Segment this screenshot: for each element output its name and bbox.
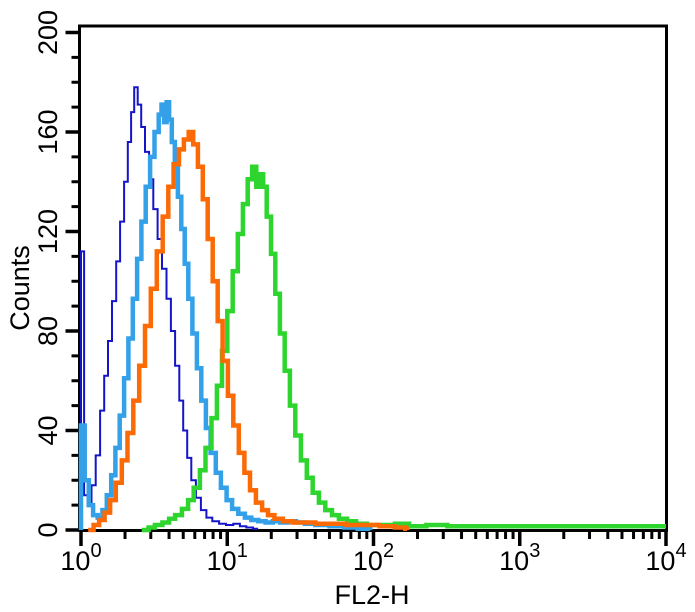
y-tick-label: 40 xyxy=(33,415,63,445)
axis-tick-labels: 0 40 80 120 160 200 100 101 102 103 104 xyxy=(33,10,687,576)
x-tick-label: 104 xyxy=(645,540,686,576)
y-tick-label: 80 xyxy=(33,316,63,346)
y-tick-label: 120 xyxy=(33,209,63,254)
x-tick-label: 103 xyxy=(499,540,540,576)
y-tick-label: 200 xyxy=(33,10,63,55)
axis-ticks xyxy=(65,30,668,546)
y-tick-label: 160 xyxy=(33,109,63,154)
y-axis-title: Counts xyxy=(5,245,35,331)
y-tick-label: 0 xyxy=(33,522,63,537)
x-axis-title: FL2-H xyxy=(334,580,409,610)
plot-frame xyxy=(78,24,668,532)
curve-orange-histogram xyxy=(88,129,410,533)
x-tick-label: 100 xyxy=(60,540,101,576)
curve-navy-thin-histogram xyxy=(80,86,259,530)
x-tick-label: 101 xyxy=(207,540,248,576)
x-tick-label: 102 xyxy=(353,540,394,576)
histogram-curves xyxy=(78,86,666,533)
curve-light-blue-histogram xyxy=(78,99,373,532)
